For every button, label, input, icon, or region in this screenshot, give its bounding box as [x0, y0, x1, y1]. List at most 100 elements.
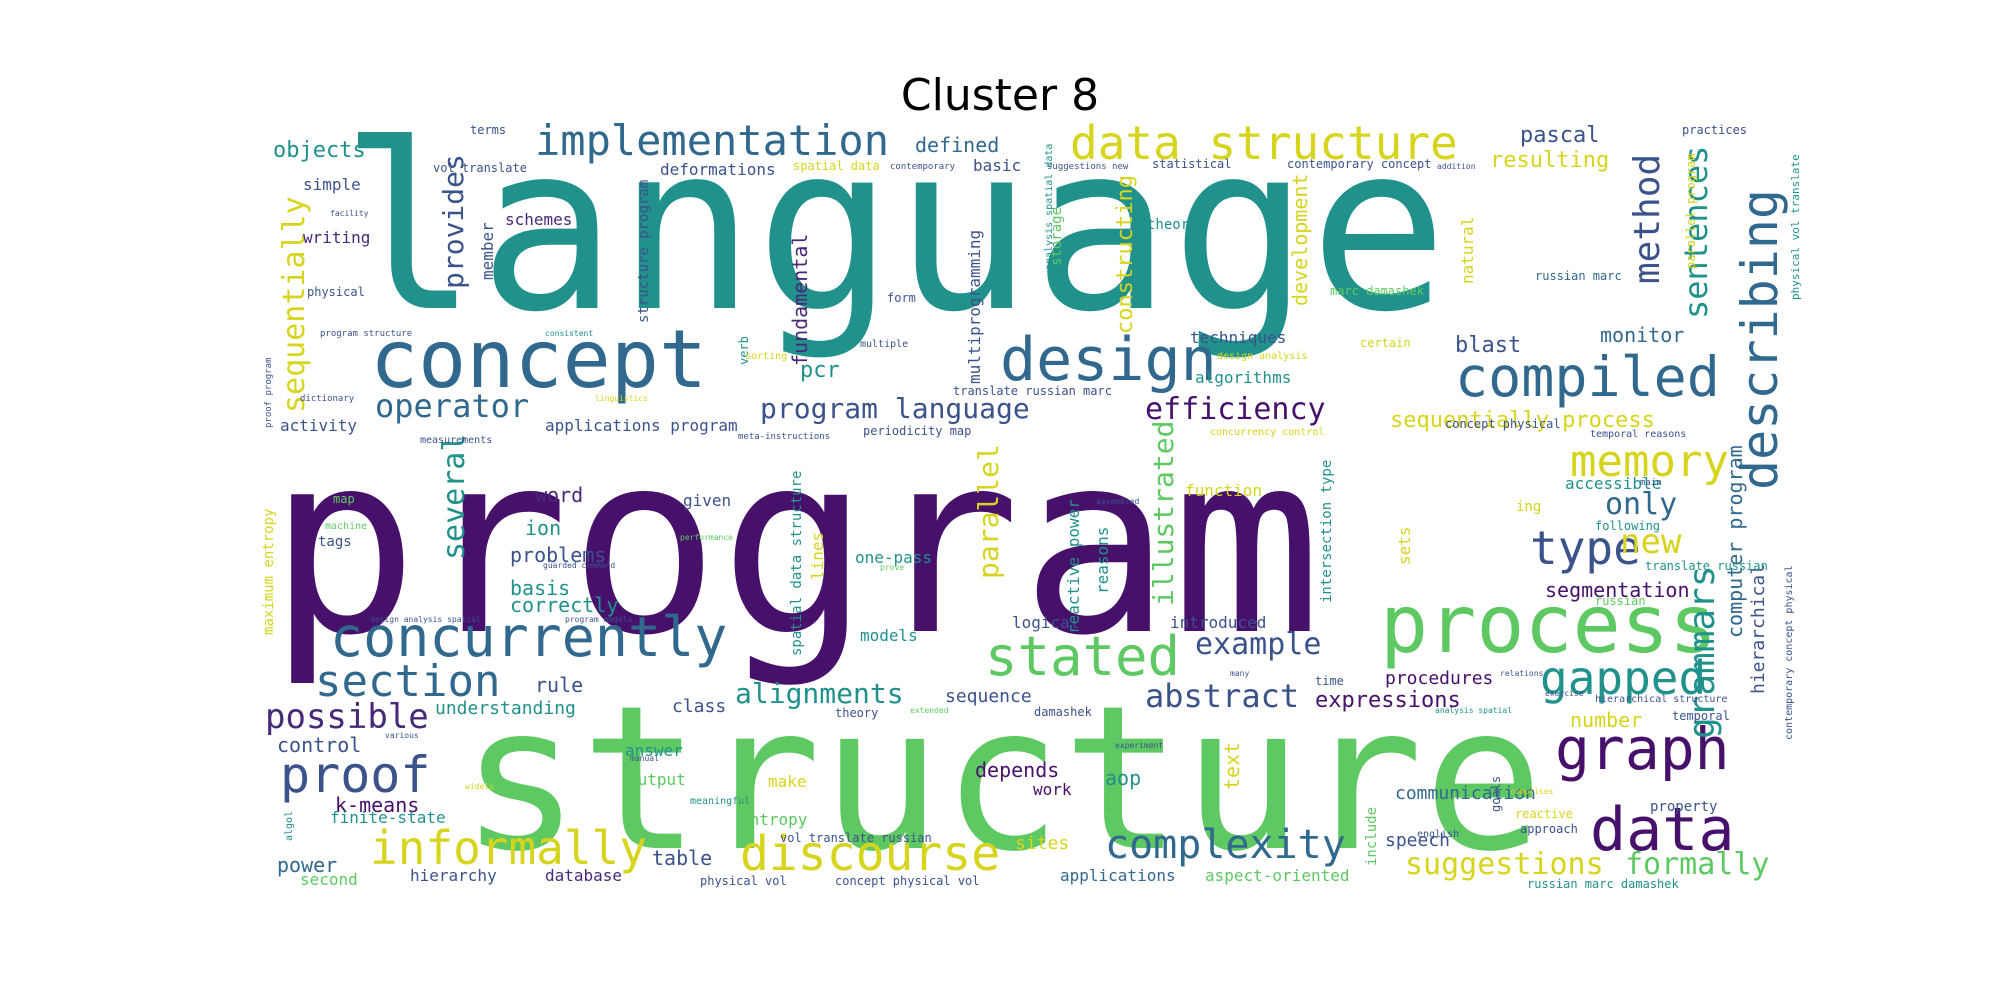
word-efficiency: efficiency — [1145, 392, 1326, 427]
word-russian-marc-damashek: russian marc damashek — [1527, 877, 1679, 891]
word-many: many — [1230, 669, 1250, 678]
word-vol-translate: vol translate — [433, 161, 527, 175]
word-goals: goals — [1489, 776, 1503, 813]
word-concurrently: concurrently — [330, 605, 728, 669]
word-approach: approach — [1520, 822, 1578, 836]
word-blast: blast — [1455, 333, 1522, 358]
word-method: method — [1627, 153, 1668, 284]
word-sites: sites — [1015, 833, 1070, 854]
word-simple: simple — [303, 175, 361, 194]
word-power: power — [277, 853, 338, 877]
word-hierarchical-structure: hierarchical structure — [1595, 694, 1728, 705]
word-aspect-oriented: aspect-oriented — [1205, 866, 1350, 885]
word-spatial-data: spatial data — [793, 159, 880, 173]
word-correctly: correctly — [510, 593, 619, 617]
word-applications: applications — [1060, 866, 1176, 885]
word-concept-physical: concept physical — [1445, 417, 1561, 431]
word-algorithms: algorithms — [1195, 368, 1292, 387]
word-memory: memory — [1570, 436, 1729, 487]
word-new: new — [1620, 522, 1682, 562]
word-alignments: alignments — [735, 677, 904, 710]
word-second: second — [300, 870, 358, 889]
word-machine: machine — [325, 521, 368, 532]
word-development: development — [1288, 173, 1312, 307]
word-maximum-entropy: maximum entropy — [261, 508, 277, 636]
word-pascal: pascal — [1520, 123, 1600, 148]
word-parallel-program: parallel program — [1684, 153, 1698, 270]
word-one-pass: one-pass — [855, 548, 933, 567]
word-understanding: understanding — [435, 698, 576, 719]
word-defined: defined — [915, 133, 1000, 157]
word-english: english — [1417, 829, 1460, 840]
word-proof-program: proof program — [264, 357, 274, 428]
word-vol-translate-russian: vol translate russian — [780, 831, 932, 845]
word-graph: graph — [1555, 715, 1730, 783]
word-hierarchical: hierarchical — [1748, 563, 1769, 694]
word-certain: certain — [1360, 336, 1411, 350]
word-facility: facility — [330, 209, 369, 218]
word-sets: sets — [1395, 526, 1414, 565]
word-computer-program: computer program — [1723, 445, 1747, 639]
word-meta-instructions: meta-instructions — [738, 432, 831, 442]
word-prove: prove — [880, 563, 905, 572]
word-monitor: monitor — [1600, 323, 1685, 347]
word-objects: objects — [273, 138, 366, 163]
word-algol: algol — [284, 810, 295, 841]
word-make: make — [768, 772, 807, 791]
word-statistical: statistical — [1152, 157, 1232, 171]
word-terms: terms — [470, 123, 507, 137]
word-function: function — [1185, 481, 1263, 500]
word-contemporary-concept-physical: contemporary concept physical — [1784, 565, 1795, 740]
word-member: member — [478, 221, 497, 280]
word-damashek: damashek — [1034, 705, 1092, 719]
word-activity: activity — [280, 416, 358, 435]
word-program-language: program language — [760, 392, 1030, 425]
word-marc-damashek: marc damashek — [1330, 284, 1424, 298]
word-main: main — [1640, 478, 1662, 488]
word-program: program — [268, 399, 1322, 690]
word-depends: depends — [975, 758, 1060, 782]
word-exercise: exercise — [1545, 689, 1584, 698]
word-given: given — [683, 491, 732, 510]
word-map: map — [333, 492, 355, 506]
word-only: only — [1605, 487, 1678, 522]
word-translate-russian: translate russian — [1645, 559, 1768, 573]
word-multiple: multiple — [860, 339, 909, 350]
word-include: include — [1364, 806, 1380, 866]
word-performance: performance — [680, 533, 733, 542]
word-process: process — [1380, 578, 1718, 671]
word-communication: communication — [1395, 783, 1536, 804]
word-suggestions: suggestions — [1405, 847, 1604, 882]
word-design: design — [1000, 325, 1217, 395]
word-techniques: techniques — [1190, 328, 1287, 347]
word-several: several — [437, 433, 472, 561]
word-relations: relations — [1500, 669, 1544, 678]
word-rule: rule — [535, 673, 584, 697]
word-concept-physical-vol: concept physical vol — [835, 874, 980, 888]
word-physical-vol: physical vol — [700, 874, 787, 888]
word-reactive: reactive — [1515, 807, 1573, 821]
word-sequentially-process: sequentially process — [1390, 408, 1655, 433]
word-text: text — [1220, 741, 1244, 790]
word-language: language — [340, 96, 1448, 363]
word-output: output — [628, 770, 686, 789]
word-constructing: constructing — [1113, 174, 1138, 334]
word-complexity: complexity — [1105, 822, 1346, 868]
word-tags: tags — [318, 534, 352, 550]
word-procedures: procedures — [1385, 668, 1494, 689]
word-expressions: expressions — [1315, 688, 1461, 713]
word-structure-program: structure program — [636, 179, 652, 323]
word-models: models — [860, 626, 918, 645]
word-finite-state: finite-state — [330, 808, 446, 827]
word-theorem: theorem — [1147, 217, 1207, 233]
word-proof: proof — [280, 746, 431, 804]
word-program-models: program models — [565, 615, 633, 624]
word-data-structure: data structure — [1070, 116, 1458, 170]
word-addition: addition — [1437, 162, 1476, 171]
word-example: example — [1195, 627, 1322, 662]
word-ion: ion — [525, 516, 562, 540]
word-possible: possible — [265, 697, 429, 737]
word-experiment: experiment — [1115, 741, 1164, 750]
word-answer: answer — [625, 741, 683, 760]
word-natural: natural — [1458, 217, 1477, 285]
